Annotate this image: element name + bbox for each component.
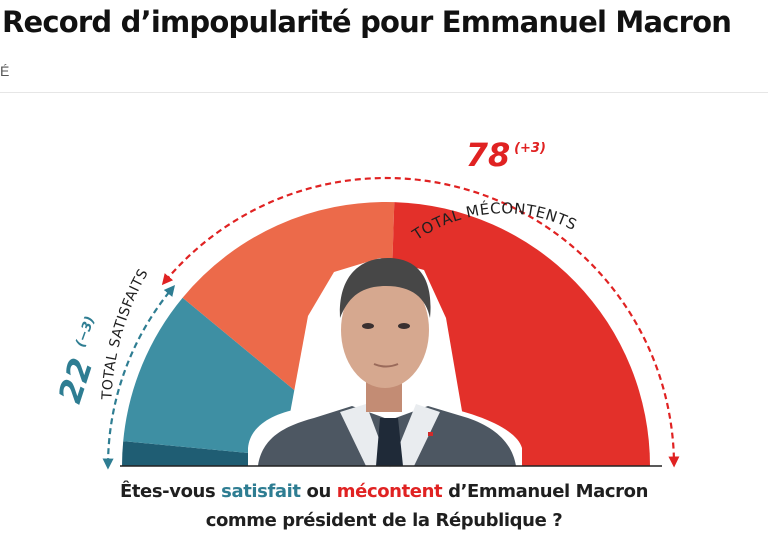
page-title: Record d’impopularité pour Emmanuel Macr… [2,5,732,39]
president-photo [248,258,522,468]
satisfied-total-change: (−3) [73,314,98,349]
discontent-total-value: 78 [466,136,511,174]
discontent-total-change: (+3) [514,141,546,156]
question-ou: ou [300,481,337,502]
byline: É [0,63,10,79]
question-mecontent: mécontent [336,481,443,502]
question-line-1: Êtes-vous satisfait ou mécontent d’Emman… [0,477,768,506]
discontent-range-arrow [161,176,680,468]
question-suffix: d’Emmanuel Macron [442,481,649,502]
question-prefix: Êtes-vous [119,481,222,502]
satisfied-range-arrow [102,284,175,470]
survey-question: Êtes-vous satisfait ou mécontent d’Emman… [0,477,768,535]
divider [0,92,768,93]
question-line-2: comme président de la République ? [205,510,563,531]
question-satisfait: satisfait [221,481,301,502]
satisfied-total-value: 22 [51,354,101,408]
